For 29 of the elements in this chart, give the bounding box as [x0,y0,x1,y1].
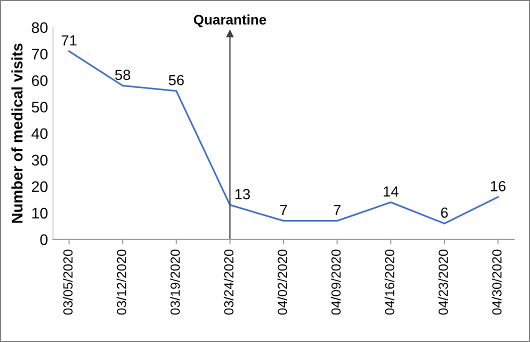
y-tick-label: 20 [32,181,48,192]
y-tick-label: 10 [32,208,48,219]
x-tick-label: 03/19/2020 [170,250,180,315]
y-tick-label: 50 [32,102,48,113]
y-tick-label: 80 [32,22,48,34]
data-label: 58 [115,70,130,80]
data-label: 56 [168,74,184,86]
x-tick-label: 03/12/2020 [116,250,126,315]
data-label: 13 [235,188,250,200]
x-tick-label: 04/16/2020 [384,250,394,315]
data-label: 16 [491,181,506,192]
x-tick-label: 04/30/2020 [492,250,502,315]
x-tick-label: 04/23/2020 [438,250,448,315]
y-axis-title: Number of medical visits [11,44,23,223]
x-tick-label: 03/24/2020 [224,250,234,315]
y-tick-label: 30 [32,154,48,166]
y-tick-label: 40 [32,128,48,140]
data-label: 7 [280,205,287,216]
y-tick-label: 60 [32,75,48,86]
data-label: 14 [384,186,398,196]
x-tick-label: 04/02/2020 [277,250,288,315]
ref-line-label: Quarantine [194,14,266,28]
y-tick-label: 70 [32,48,48,60]
data-label: 71 [62,35,76,46]
x-tick-label: 03/05/2020 [62,250,73,315]
data-label: 6 [441,208,448,218]
data-label: 7 [334,205,340,216]
y-tick-label: 0 [40,234,48,246]
x-tick-label: 04/09/2020 [331,250,341,315]
